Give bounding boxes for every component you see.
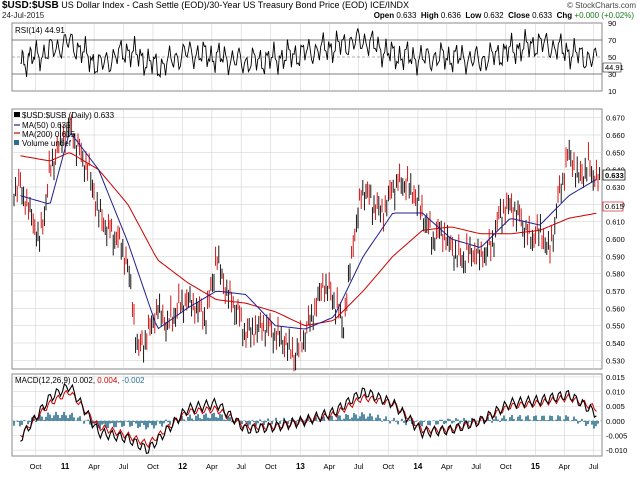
x-tick-label: 15 bbox=[531, 462, 540, 471]
x-tick-label: Jul bbox=[119, 462, 129, 471]
rsi-value-box bbox=[602, 62, 622, 73]
macd-legend: MACD(12,26,9) 0.002, 0.004, -0.002 bbox=[15, 376, 145, 385]
ma200-line bbox=[20, 152, 597, 327]
price-y-tick: 0.540 bbox=[606, 339, 625, 348]
macd-y-tick: 0.015 bbox=[606, 373, 625, 382]
chart-date: 24-Jul-2015 bbox=[2, 11, 45, 20]
x-tick-label: Oct bbox=[147, 462, 160, 471]
rsi-value-label: 44.91 bbox=[605, 63, 624, 72]
x-tick-label: Oct bbox=[500, 462, 513, 471]
price-legend: $USD:$USB (Daily) 0.633 MA(50) 0.635 MA(… bbox=[14, 111, 115, 148]
x-tick-label: Apr bbox=[88, 462, 100, 471]
current-price-box bbox=[602, 169, 626, 181]
rsi-y-tick: 50 bbox=[608, 53, 616, 62]
x-tick-label: Oct bbox=[30, 462, 43, 471]
volume-legend: Volume undef bbox=[22, 139, 72, 148]
x-tick-label: Apr bbox=[559, 462, 571, 471]
rsi-line bbox=[20, 28, 598, 79]
price-y-tick: 0.670 bbox=[606, 114, 625, 123]
rsi-y-axis: 90 70 50 30 10 bbox=[608, 19, 616, 96]
price-y-tick: 0.530 bbox=[606, 356, 625, 365]
price-y-tick: 0.630 bbox=[606, 183, 625, 192]
rsi-y-tick: 30 bbox=[608, 70, 616, 79]
macd-legend-macd: 0.002, bbox=[73, 376, 95, 385]
x-tick-label: Apr bbox=[206, 462, 218, 471]
rsi-y-tick: 10 bbox=[608, 87, 616, 96]
price-y-tick: 0.600 bbox=[606, 235, 625, 244]
macd-legend-hist: -0.002 bbox=[122, 376, 145, 385]
price-y-tick: 0.590 bbox=[606, 252, 625, 261]
macd-panel: 0.015 0.010 0.005 0.000 -0.005 -0.010 MACD(12… bbox=[11, 373, 627, 457]
price-y-tick: 0.550 bbox=[606, 322, 625, 331]
price-y-tick: 0.650 bbox=[606, 148, 625, 157]
ma200-value-box bbox=[602, 201, 624, 212]
price-y-axis: 0.6700.6600.6500.6400.6300.6200.6100.600… bbox=[606, 114, 625, 366]
price-y-tick: 0.660 bbox=[606, 131, 625, 140]
low-value: 0.632 bbox=[483, 11, 504, 20]
chart-title: $USD:$USB US Dollar Index - Cash Settle … bbox=[2, 0, 409, 11]
x-tick-label: Jul bbox=[236, 462, 246, 471]
macd-x-axis: Oct 11 Apr Jul Oct 12 Apr Jul Oct 13 Apr Jul Oct 14 Ap… bbox=[30, 462, 599, 471]
high-label: High bbox=[420, 11, 439, 20]
ma50-line bbox=[20, 133, 597, 330]
chg-value: +0.000 (+0.02%) bbox=[574, 11, 634, 20]
ma50-legend: MA(50) 0.635 bbox=[22, 121, 71, 130]
price-y-tick: 0.560 bbox=[606, 304, 625, 313]
volume-legend-swatch bbox=[14, 140, 19, 145]
rsi-y-tick: 90 bbox=[608, 19, 616, 28]
price-y-tick: 0.580 bbox=[606, 270, 625, 279]
current-price-label: 0.633 bbox=[605, 171, 624, 180]
x-tick-label: Jul bbox=[471, 462, 481, 471]
price-legend-swatch bbox=[14, 112, 20, 117]
macd-y-tick: 0.010 bbox=[606, 388, 625, 397]
close-label: Close bbox=[508, 11, 530, 20]
macd-line bbox=[20, 382, 597, 454]
macd-y-tick: 0.005 bbox=[606, 402, 625, 411]
ohlc-readout: Open 0.633 High 0.636 Low 0.632 Close 0.… bbox=[374, 11, 634, 20]
ma200-legend: MA(200) 0.615 bbox=[22, 130, 75, 139]
macd-y-axis: 0.015 0.010 0.005 0.000 -0.005 -0.010 bbox=[606, 373, 627, 455]
macd-frame bbox=[11, 373, 603, 457]
price-panel: 0.6700.6600.6500.6400.6300.6200.6100.600… bbox=[11, 108, 626, 372]
symbol-description: US Dollar Index - Cash Settle (EOD)/30-Y… bbox=[61, 0, 409, 10]
high-value: 0.636 bbox=[440, 11, 461, 20]
x-tick-label: Apr bbox=[441, 462, 453, 471]
chg-label: Chg bbox=[556, 11, 573, 20]
x-tick-label: 11 bbox=[61, 462, 70, 471]
price-y-tick: 0.610 bbox=[606, 218, 625, 227]
open-label: Open bbox=[373, 11, 395, 20]
x-tick-label: Oct bbox=[265, 462, 278, 471]
x-tick-label: Oct bbox=[382, 462, 395, 471]
x-tick-label: 14 bbox=[413, 462, 422, 471]
x-tick-label: Apr bbox=[324, 462, 336, 471]
macd-legend-name: MACD(12,26,9) bbox=[15, 376, 71, 385]
x-tick-label: 13 bbox=[296, 462, 305, 471]
symbol-label: $USD:$USB bbox=[2, 0, 59, 11]
ma200-value-label: 0.615 bbox=[605, 202, 624, 211]
x-tick-label: 12 bbox=[178, 462, 187, 471]
price-legend-symbol: $USD:$USB (Daily) 0.633 bbox=[22, 111, 115, 120]
chart-header: $USD:$USB US Dollar Index - Cash Settle … bbox=[0, 0, 640, 22]
rsi-gridlines bbox=[12, 23, 602, 91]
macd-legend-signal: 0.004, bbox=[97, 376, 119, 385]
x-tick-label: Jul bbox=[354, 462, 364, 471]
price-y-tick: 0.570 bbox=[606, 287, 625, 296]
x-tick-label: Jul bbox=[589, 462, 599, 471]
macd-y-tick: -0.010 bbox=[606, 446, 627, 455]
close-value: 0.633 bbox=[532, 11, 553, 20]
macd-y-tick: -0.005 bbox=[606, 432, 627, 441]
open-value: 0.633 bbox=[396, 11, 417, 20]
price-bars bbox=[13, 114, 601, 372]
low-label: Low bbox=[465, 11, 482, 20]
rsi-legend: RSI(14) 44.91 bbox=[15, 26, 65, 35]
price-gridlines bbox=[12, 109, 602, 369]
macd-y-tick: 0.000 bbox=[606, 417, 625, 426]
rsi-y-tick: 70 bbox=[608, 36, 616, 45]
rsi-panel: 90 70 50 30 10 RSI(14) 44.91 44.91 bbox=[11, 19, 624, 96]
watermark: © StockCharts.com bbox=[566, 1, 636, 10]
